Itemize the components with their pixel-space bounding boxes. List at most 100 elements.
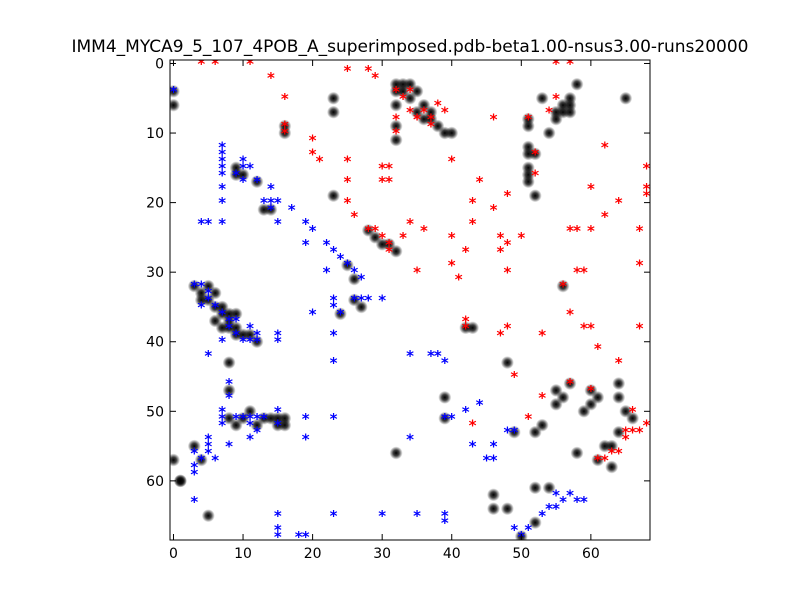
red-star-marker: * [580,264,588,282]
heatmap-dot [605,460,619,474]
blue-star-marker: * [190,278,198,296]
red-star-marker: * [385,236,393,254]
blue-star-marker: * [330,354,338,372]
heatmap-dot [605,439,619,453]
red-star-marker: * [573,264,581,282]
blue-star-marker: * [510,521,518,539]
red-star-marker: * [455,271,463,289]
blue-star-marker: * [218,417,226,435]
red-star-marker: * [413,111,421,129]
heatmap-dot [389,446,403,460]
red-star-marker: * [496,229,504,247]
red-star-marker: * [552,90,560,108]
red-star-marker: * [538,389,546,407]
red-star-marker: * [629,403,637,421]
heatmap-dot [170,84,180,98]
blue-star-marker: * [239,410,247,428]
heatmap-dot [535,418,549,432]
red-star-marker: * [587,319,595,337]
red-star-marker: * [197,55,205,73]
heatmap-dot [354,300,368,314]
blue-star-marker: * [218,410,226,428]
blue-star-marker: * [246,417,254,435]
red-star-marker: * [420,104,428,122]
red-star-marker: * [267,69,275,87]
blue-star-marker: * [218,166,226,184]
blue-star-marker: * [274,215,282,233]
blue-star-marker: * [218,194,226,212]
blue-star-marker: * [448,410,456,428]
blue-star-marker: * [330,507,338,525]
blue-star-marker: * [267,180,275,198]
red-star-marker: * [503,236,511,254]
red-star-marker: * [427,118,435,136]
heatmap-dot [528,189,542,203]
blue-star-marker: * [357,292,365,310]
heatmap-dot [612,390,626,404]
heatmap-dot [556,279,570,293]
red-star-marker: * [615,194,623,212]
red-star-marker: * [413,264,421,282]
red-star-marker: * [531,145,539,163]
red-star-marker: * [316,152,324,170]
blue-star-marker: * [302,236,310,254]
blue-star-marker: * [573,493,581,511]
blue-star-marker: * [503,424,511,442]
heatmap-dot [194,453,208,467]
y-tick-label: 60 [146,474,164,490]
heatmap-dot [612,425,626,439]
red-star-marker: * [552,55,560,73]
blue-star-marker: * [253,333,261,351]
blue-star-marker: * [218,145,226,163]
blue-star-marker: * [469,438,477,456]
x-tick-label: 50 [512,546,530,562]
heatmap-dot [208,286,222,300]
heatmap-dot [521,175,535,189]
blue-star-marker: * [253,424,261,442]
blue-star-marker: * [378,507,386,525]
blue-star-marker: * [302,215,310,233]
y-tick-label: 20 [146,196,164,212]
blue-star-marker: * [343,257,351,275]
x-tick-label: 60 [582,546,600,562]
blue-star-marker: * [336,250,344,268]
red-star-marker: * [413,111,421,129]
blue-star-marker: * [295,528,303,546]
red-star-marker: * [615,354,623,372]
red-star-marker: * [524,410,532,428]
blue-star-marker: * [232,312,240,330]
heatmap-dot [445,126,459,140]
blue-star-marker: * [441,507,449,525]
red-star-marker: * [441,104,449,122]
red-star-marker: * [399,90,407,108]
heatmap-dot [528,147,542,161]
blue-star-marker: * [225,389,233,407]
red-star-marker: * [594,452,602,470]
plot-frame [169,59,651,541]
red-star-marker: * [392,125,400,143]
blue-star-marker: * [330,299,338,317]
blue-star-marker: * [267,201,275,219]
blue-star-marker: * [274,333,282,351]
blue-star-marker: * [204,285,212,303]
heatmap-dot [327,189,340,203]
red-star-marker: * [427,111,435,129]
blue-star-marker: * [274,507,282,525]
blue-star-marker: * [524,521,532,539]
blue-star-marker: * [197,299,205,317]
blue-star-marker: * [204,292,212,310]
red-star-marker: * [406,83,414,101]
blue-star-marker: * [538,507,546,525]
heatmap-dot [243,404,257,418]
red-star-marker: * [643,180,651,198]
chart-title: IMM4_MYCA9_5_107_4POB_A_superimposed.pdb… [71,37,748,57]
blue-star-marker: * [246,319,254,337]
heatmap-dot [278,126,292,140]
blue-star-marker: * [274,326,282,344]
blue-star-marker: * [413,507,421,525]
red-star-marker: * [566,222,574,240]
red-star-marker: * [594,340,602,358]
red-star-marker: * [636,257,644,275]
red-star-marker: * [343,173,351,191]
